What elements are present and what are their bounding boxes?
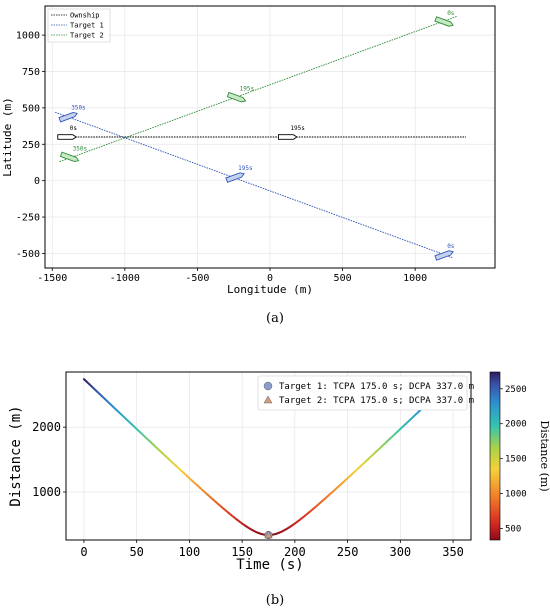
y-axis-label: Latitude (m): [1, 97, 14, 176]
legend-target1-label: Target 1: [70, 22, 104, 30]
series-line-target-2: [59, 15, 458, 163]
x-tick-label: -1500: [37, 273, 67, 284]
colorbar-label: Distance (m): [538, 420, 550, 491]
y-tick-label: 1000: [16, 31, 40, 42]
ship-time-label: 350s: [73, 145, 88, 152]
colorbar-tick-label: 2000: [505, 420, 527, 430]
x-tick-label: 200: [284, 545, 306, 559]
ship-time-label: 195s: [240, 86, 255, 93]
ship-marker: [59, 151, 80, 163]
ship-marker: [277, 134, 298, 140]
plot-frame-b: [65, 371, 472, 541]
colorbar-tick-label: 1500: [505, 455, 527, 465]
ship-time-label: 350s: [71, 105, 86, 112]
ship-marker: [434, 16, 454, 27]
x-tick-label: 1000: [403, 273, 427, 284]
ship-hull: [58, 111, 78, 123]
legend: Ownship Target 1 Target 2: [47, 8, 111, 43]
y-tick-label: 750: [22, 67, 40, 78]
legend-target1-label: Target 1: TCPA 175.0 s; DCPA 337.0 m: [279, 382, 474, 392]
legend-target2-label: Target 2: [70, 32, 104, 40]
legend-target2-label: Target 2: TCPA 175.0 s; DCPA 337.0 m: [279, 396, 474, 406]
y-axis-label: Distance (m): [8, 405, 24, 506]
ship-marker: [226, 91, 247, 103]
y-tick-label: 0: [34, 176, 40, 187]
x-tick-label: 100: [179, 545, 201, 559]
ship-hull: [277, 134, 298, 140]
y-tick-label: -500: [16, 249, 40, 260]
ship-hull: [434, 250, 454, 261]
ship-marker: [57, 134, 78, 140]
ship-time-label: 195s: [290, 125, 305, 132]
ship-time-label: 0s: [447, 243, 455, 250]
y-tick-label: 1000: [32, 485, 61, 499]
ship-hull: [226, 91, 247, 103]
caption-b: (b): [265, 593, 285, 608]
y-tick-label: -250: [16, 213, 40, 224]
ship-marker: [225, 172, 245, 183]
x-axis-label: Time (s): [236, 557, 303, 573]
x-tick-label: 0: [267, 273, 273, 284]
x-tick-label: -1000: [110, 273, 140, 284]
distance-chart: 0 50 100 150 200 250 300 350 1000 2000 Time (s) D…: [8, 371, 550, 573]
x-tick-label: 350: [442, 545, 464, 559]
legend: Target 1: TCPA 175.0 s; DCPA 337.0 m Tar…: [257, 375, 474, 411]
colorbar-tick-label: 500: [505, 525, 521, 535]
ship-hull: [225, 172, 245, 183]
cpa-marker-target2: [264, 531, 273, 539]
y-tick-label: 250: [22, 140, 40, 151]
colorbar-tick-label: 2500: [505, 385, 527, 395]
series-line-target-1: [55, 111, 454, 259]
y-tick-label: 2000: [32, 420, 61, 434]
x-tick-label: 0: [80, 545, 87, 559]
ship-hull: [57, 134, 78, 140]
ship-time-label: 0s: [447, 10, 455, 17]
x-tick-label: 300: [389, 545, 411, 559]
legend-target2-marker: [263, 395, 273, 404]
x-tick-label: 250: [337, 545, 359, 559]
legend-target1-marker: [263, 381, 273, 391]
x-tick-label: -500: [185, 273, 209, 284]
caption-a: (a): [266, 311, 284, 326]
colorbar-tick-label: 1000: [505, 490, 527, 500]
colorbar: [489, 371, 501, 541]
trajectory-chart: 0s 195s 350s 195s 0s 350s 195s 0s -1500 -1000 -50…: [1, 5, 496, 296]
x-tick-label: 500: [334, 273, 352, 284]
x-tick-label: 50: [129, 545, 143, 559]
ship-time-label: 195s: [238, 165, 253, 172]
x-tick-label: 150: [231, 545, 253, 559]
ship-marker: [434, 250, 454, 261]
legend-ownship-label: Ownship: [70, 12, 100, 20]
y-tick-label: 500: [22, 103, 40, 114]
ship-hull: [59, 151, 80, 163]
ship-time-label: 0s: [70, 125, 78, 132]
x-axis-label: Longitude (m): [227, 283, 313, 296]
ship-hull: [434, 16, 454, 27]
ship-marker: [58, 111, 78, 123]
